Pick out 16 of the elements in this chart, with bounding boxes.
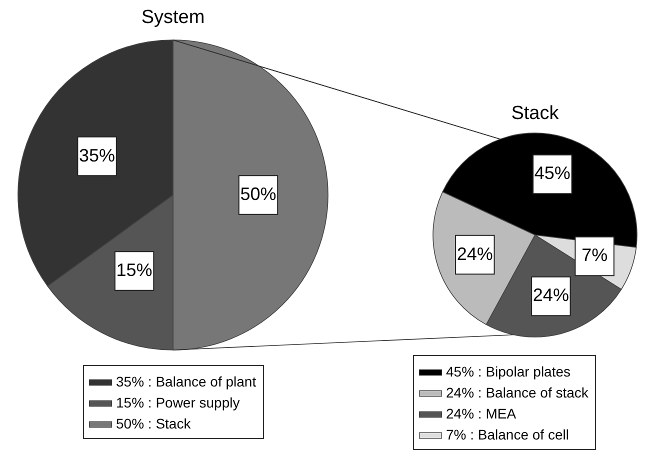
legend-label: 45% : Bipolar plates: [446, 364, 571, 380]
legend-label: 24% : Balance of stack: [446, 384, 590, 400]
data-label: 35%: [79, 145, 116, 166]
data-label: 24%: [456, 244, 493, 264]
legend-label: 7% : Balance of cell: [446, 426, 569, 442]
legend-label: 50% : Stack: [116, 416, 192, 432]
data-label: 15%: [116, 260, 152, 280]
legend-label: 15% : Power supply: [116, 394, 240, 410]
chart-title: System: [141, 7, 205, 28]
data-label: 7%: [582, 245, 608, 266]
data-label: 50%: [240, 184, 276, 204]
legend-label: 24% : MEA: [446, 406, 517, 422]
data-label: 24%: [532, 285, 569, 306]
chart-title: Stack: [511, 103, 560, 124]
legend-label: 35% : Balance of plant: [116, 374, 256, 390]
data-label: 45%: [534, 163, 570, 184]
